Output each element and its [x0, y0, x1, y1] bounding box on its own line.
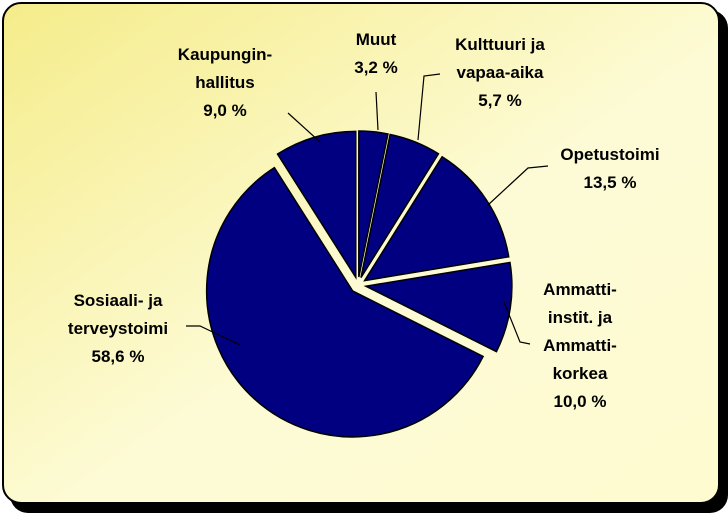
pie-slice: [363, 155, 510, 282]
value-label: 58,6 %: [91, 347, 145, 366]
slice-label: Kaupungin- hallitus 9,0 %: [178, 41, 272, 125]
pie-slice: [360, 133, 440, 278]
category-name: Opetustoimi: [560, 145, 660, 164]
slice-label: Opetustoimi 13,5 %: [560, 141, 659, 197]
value-label: 5,7 %: [478, 91, 522, 110]
pie-slice: [205, 166, 485, 438]
pie-slice: [358, 130, 389, 278]
slice-label: Muut 3,2 %: [354, 26, 397, 82]
leader-line: [186, 325, 241, 346]
value-label: 3,2 %: [354, 58, 398, 77]
leader-line: [417, 73, 441, 141]
category-name: Sosiaali- ja terveystoimi: [67, 291, 169, 338]
leader-line: [287, 112, 321, 143]
category-name: Kulttuuri ja vapaa-aika: [455, 35, 545, 82]
leader-lines: [186, 73, 549, 346]
pie: [205, 130, 513, 438]
category-name: Ammatti- instit. ja Ammatti- korkea: [543, 280, 617, 383]
slice-label: Kulttuuri ja vapaa-aika 5,7 %: [455, 31, 545, 115]
value-label: 9,0 %: [203, 101, 247, 120]
leader-line: [375, 91, 379, 131]
value-label: 10,0 %: [553, 392, 607, 411]
leader-line: [487, 165, 549, 206]
slice-label: Sosiaali- ja terveystoimi 58,6 %: [68, 287, 168, 371]
leader-line: [503, 301, 531, 345]
value-label: 13,5 %: [583, 173, 637, 192]
slice-label: Ammatti- instit. ja Ammatti- korkea 10,0 …: [543, 276, 617, 416]
category-name: Muut: [355, 30, 397, 49]
category-name: Kaupungin- hallitus: [177, 45, 273, 92]
pie-slice: [363, 261, 513, 353]
